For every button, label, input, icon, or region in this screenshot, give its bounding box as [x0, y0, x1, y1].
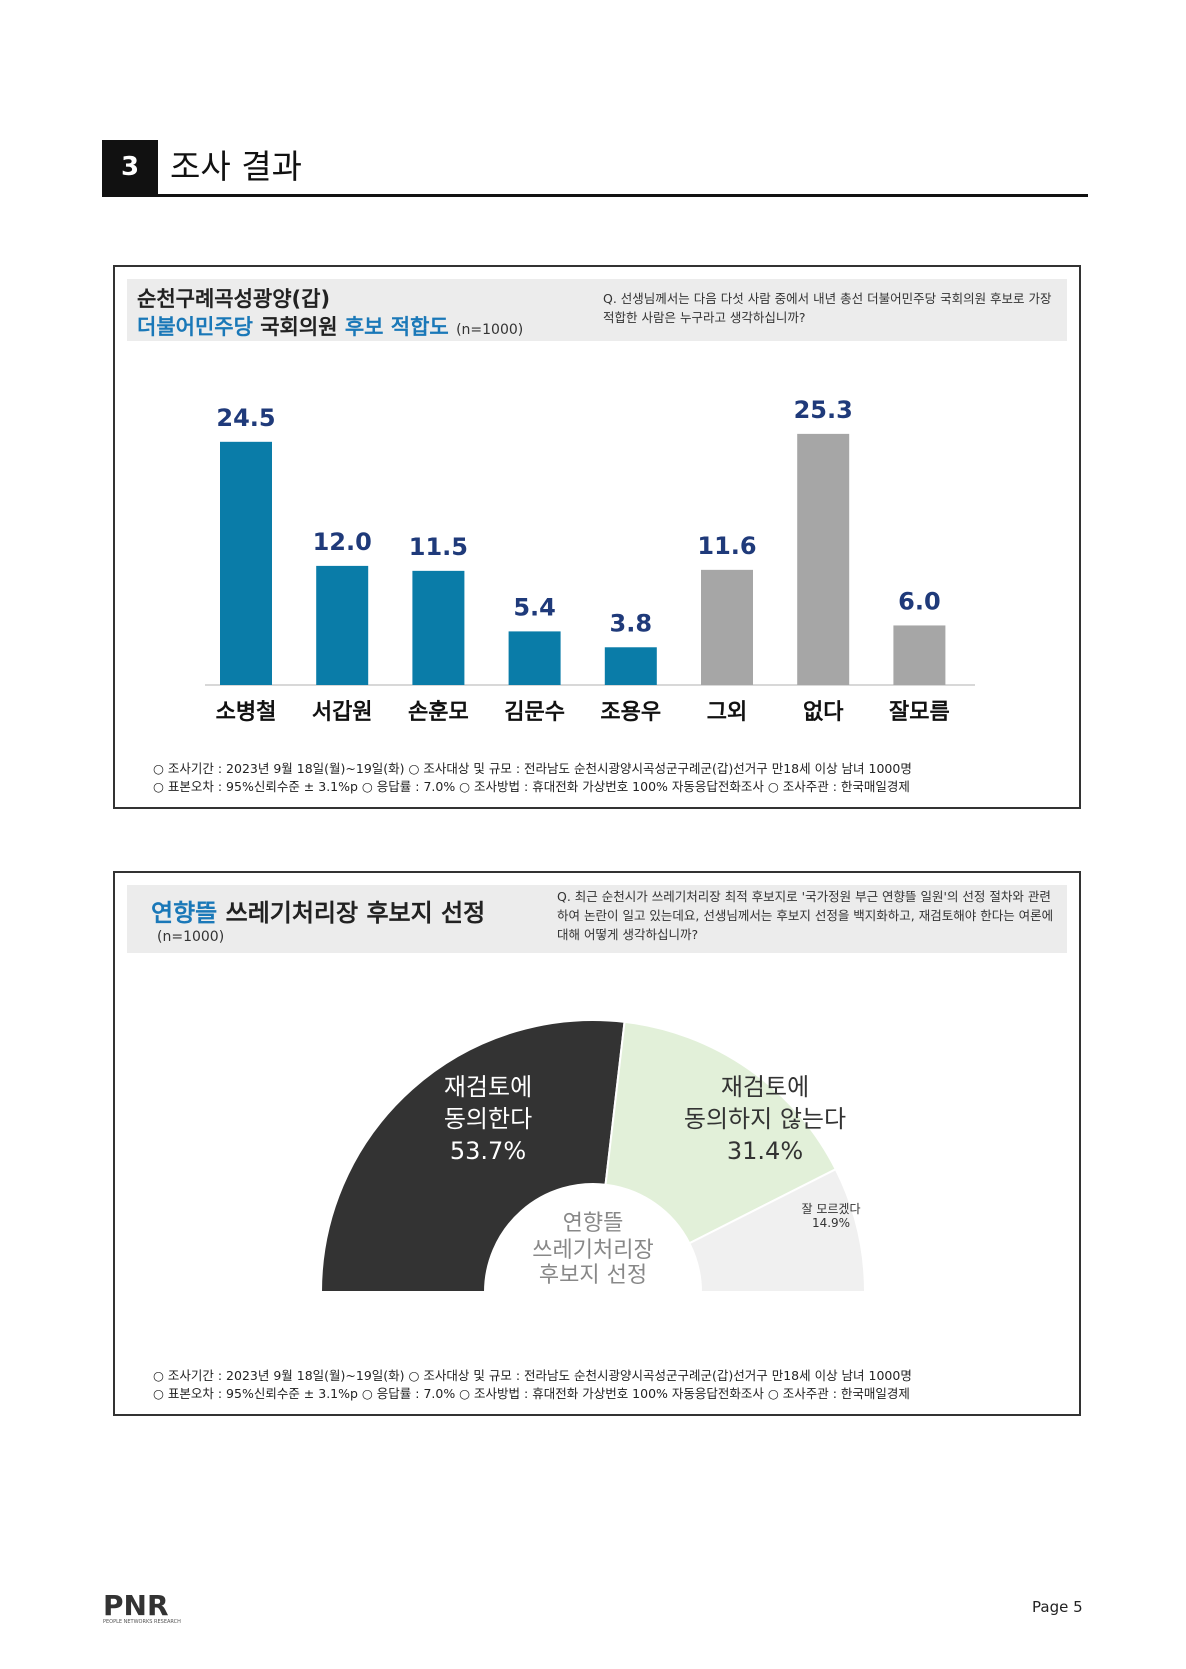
bar-value-label-5: 11.6 [697, 532, 756, 560]
panel-title-rest: 쓰레기처리장 후보지 선정 [225, 899, 486, 927]
bar-0 [220, 441, 272, 685]
bar-value-label-7: 6.0 [898, 587, 941, 615]
bar-category-label-3: 김문수 [504, 700, 565, 725]
page-number: Page 5 [1032, 1598, 1083, 1616]
bar-value-label-6: 25.3 [794, 396, 853, 424]
survey-footnote: ○ 조사기간 : 2023년 9월 18일(월)~19일(화) ○ 조사대상 및… [153, 1367, 912, 1403]
footnote-line-1: ○ 조사기간 : 2023년 9월 18일(월)~19일(화) ○ 조사대상 및… [153, 1368, 912, 1383]
donut-label-2-1: 14.9% [812, 1216, 850, 1230]
donut-label-1-1: 동의하지 않는다 [684, 1105, 846, 1133]
bar-value-label-1: 12.0 [313, 528, 372, 556]
bar-3 [508, 631, 561, 685]
sample-size: (n=1000) [456, 322, 524, 338]
bar-category-label-5: 그외 [707, 700, 747, 725]
candidate-fitness-panel: 순천구례곡성광양(갑) 더불어민주당 국회의원 후보 적합도 (n=1000) … [113, 265, 1081, 809]
donut-slice-2 [688, 1167, 867, 1293]
bar-chart: 24.5 소병철 12.0 서갑원 11.5 손훈모 5.4 김문수 3.8 조용우 11.6 그외 2… [205, 396, 975, 725]
bar-category-label-7: 잘모름 [889, 700, 950, 725]
donut-label-1-0: 재검토에 [721, 1073, 809, 1101]
survey-question: Q. 최근 순천시가 쓰레기처리장 최적 후보지로 '국가정원 부근 연향뜰 일… [557, 889, 1054, 942]
panel-title-district: 순천구례곡성광양(갑) [137, 287, 331, 311]
donut-slice-0 [319, 1019, 626, 1293]
bar-1 [316, 565, 369, 685]
panel-title: 연향뜰 쓰레기처리장 후보지 선정 [151, 893, 485, 928]
donut-label-0-1: 동의한다 [444, 1105, 532, 1133]
bar-category-label-1: 서갑원 [312, 700, 373, 725]
bar-2 [412, 570, 465, 685]
bar-category-label-6: 없다 [803, 700, 844, 725]
bar-value-label-2: 11.5 [409, 533, 468, 561]
bar-7 [893, 625, 946, 685]
waste-site-panel: 연향뜰 쓰레기처리장 후보지 선정 (n=1000) Q. 최근 순천시가 쓰레… [113, 871, 1081, 1416]
donut-label-0-0: 재검토에 [444, 1073, 532, 1101]
panel-title-band: 연향뜰 쓰레기처리장 후보지 선정 (n=1000) Q. 최근 순천시가 쓰레… [127, 885, 1067, 953]
section-title: 조사 결과 [170, 147, 302, 186]
donut-center-line-1: 연향뜰 [563, 1211, 624, 1236]
donut-label-1-2: 31.4% [727, 1137, 803, 1165]
bar-category-label-0: 소병철 [216, 700, 277, 725]
donut-center-line-2: 쓰레기처리장 [532, 1238, 653, 1263]
section-header: 3 조사 결과 [102, 140, 1088, 197]
footnote-line-2: ○ 표본오차 : 95%신뢰수준 ± 3.1%p ○ 응답률 : 7.0% ○ … [153, 1386, 910, 1401]
pnr-logo: PNR PEOPLE NETWORKS RESEARCH [103, 1590, 181, 1625]
panel-title: 더불어민주당 국회의원 후보 적합도 (n=1000) [137, 311, 523, 341]
panel-title-party: 더불어민주당 [137, 315, 253, 339]
survey-footnote: ○ 조사기간 : 2023년 9월 18일(월)~19일(화) ○ 조사대상 및… [153, 760, 912, 796]
donut-label-2-0: 잘 모르겠다 [801, 1202, 860, 1216]
footnote-line-1: ○ 조사기간 : 2023년 9월 18일(월)~19일(화) ○ 조사대상 및… [153, 761, 912, 776]
logo-text: PNR [103, 1590, 169, 1622]
footnote-line-2: ○ 표본오차 : 95%신뢰수준 ± 3.1%p ○ 응답률 : 7.0% ○ … [153, 779, 910, 794]
bar-category-label-4: 조용우 [600, 700, 661, 725]
donut-center-line-3: 후보지 선정 [539, 1263, 647, 1288]
panel-title-end: 후보 적합도 [344, 315, 449, 339]
donut-label-0-2: 53.7% [450, 1137, 526, 1165]
bar-5 [701, 569, 753, 685]
section-number: 3 [102, 140, 158, 194]
panel-title-blue: 연향뜰 [151, 899, 218, 927]
bar-6 [797, 433, 850, 685]
panel-title-band: 순천구례곡성광양(갑) 더불어민주당 국회의원 후보 적합도 (n=1000) … [127, 279, 1067, 341]
bar-value-label-4: 3.8 [610, 609, 653, 637]
donut-slice-1 [604, 1020, 838, 1245]
panel-title-middle: 국회의원 [260, 315, 338, 339]
bar-value-label-0: 24.5 [216, 404, 275, 432]
bar-value-label-3: 5.4 [513, 593, 556, 621]
bar-category-label-2: 손훈모 [408, 700, 469, 725]
bar-4 [604, 647, 657, 685]
sample-size: (n=1000) [157, 929, 225, 945]
survey-question: Q. 선생님께서는 다음 다섯 사람 중에서 내년 총선 더불어민주당 국회의원… [603, 291, 1052, 325]
logo-subtext: PEOPLE NETWORKS RESEARCH [103, 1619, 181, 1625]
